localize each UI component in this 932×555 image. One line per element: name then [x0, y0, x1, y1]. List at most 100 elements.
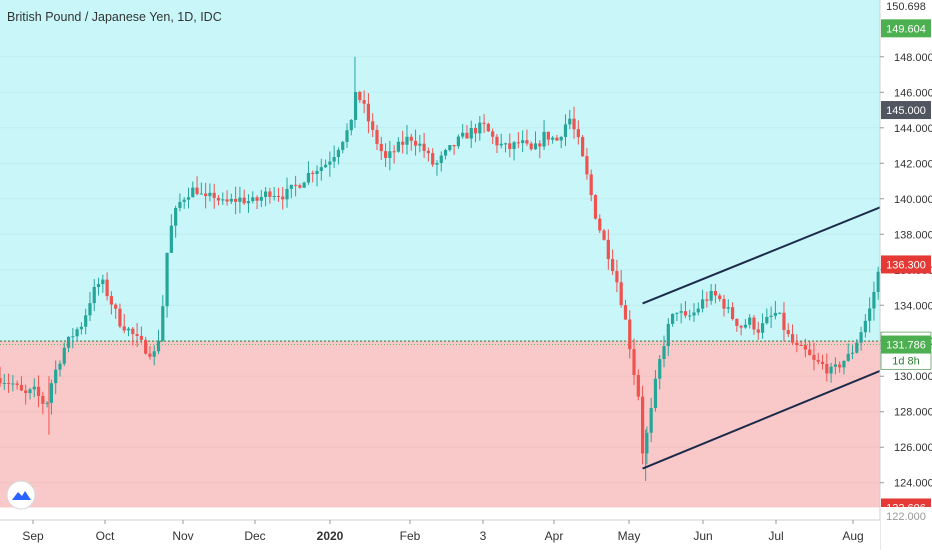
price-tag[interactable]: 136.300	[881, 255, 931, 274]
candle-body	[842, 360, 846, 368]
candle-body	[96, 284, 101, 287]
price-tag-label: 122.000	[886, 511, 926, 523]
candle-body	[328, 161, 332, 165]
price-tag-label: 149.604	[886, 23, 926, 35]
time-tick-label: 3	[480, 529, 487, 543]
candle-body	[54, 369, 58, 384]
price-tag[interactable]: 131.786	[881, 335, 931, 354]
candle-body	[679, 311, 683, 313]
candle-body	[2, 382, 6, 384]
candle-body	[45, 402, 49, 404]
candle-body	[748, 317, 752, 325]
candle-body	[683, 311, 688, 316]
candle-body	[709, 291, 713, 301]
candle-body	[191, 187, 195, 198]
candle-body	[666, 323, 670, 347]
candle-body	[812, 355, 816, 360]
candle-body	[688, 315, 692, 317]
candle-body	[122, 326, 126, 331]
candle-body	[713, 291, 718, 296]
price-tag-bg	[881, 19, 931, 38]
price-tick-label: 148.000	[894, 52, 932, 64]
time-tick-label: 2020	[317, 529, 344, 543]
candle-body	[92, 286, 96, 304]
candle-body	[353, 92, 358, 120]
candle-body	[752, 317, 756, 330]
time-tick-label: May	[618, 529, 641, 543]
candle-body	[478, 122, 482, 134]
candle-body	[718, 295, 722, 300]
candle-body	[156, 340, 161, 352]
time-tick-label: Aug	[842, 529, 863, 543]
candle-body	[272, 195, 276, 197]
price-tag[interactable]: 122.000	[881, 507, 931, 525]
candle-body	[615, 271, 619, 283]
candle-body	[208, 192, 212, 197]
candle-body	[255, 197, 259, 201]
candle-body	[508, 143, 512, 150]
candle-body	[700, 299, 705, 309]
candle-body	[576, 129, 580, 138]
price-tag-bg	[881, 101, 931, 120]
candle-body	[11, 383, 15, 385]
candle-body	[36, 386, 41, 397]
candle-body	[345, 130, 349, 142]
price-tag-bg	[881, 0, 931, 15]
candle-body	[435, 163, 439, 165]
candle-body	[62, 347, 66, 364]
candle-body	[786, 330, 790, 335]
candle-body	[409, 136, 413, 141]
candle-body	[838, 364, 842, 368]
candle-body	[32, 386, 36, 390]
price-tag-label: 150.698	[886, 1, 926, 13]
price-tag[interactable]: 150.698	[881, 0, 931, 15]
candle-body	[118, 308, 122, 327]
candle-body	[225, 199, 229, 202]
candle-body	[242, 197, 246, 204]
candle-body	[486, 123, 490, 132]
price-tag-bg	[881, 507, 931, 525]
candle-body	[598, 218, 602, 231]
candle-body	[503, 143, 508, 145]
price-tag[interactable]: 145.000	[881, 101, 931, 120]
candle-body	[808, 349, 812, 356]
candle-body	[572, 118, 576, 130]
candle-body	[405, 136, 409, 145]
candle-body	[465, 132, 469, 139]
candle-body	[251, 197, 255, 202]
candle-body	[795, 342, 799, 346]
candle-body	[602, 230, 606, 240]
candle-body	[461, 132, 465, 137]
candle-body	[773, 312, 778, 316]
candle-body	[126, 328, 131, 331]
candle-body	[422, 143, 426, 151]
candle-body	[49, 383, 54, 403]
candle-body	[636, 375, 640, 397]
candle-body	[276, 195, 281, 197]
candle-body	[114, 304, 118, 309]
tradingview-logo-icon[interactable]	[6, 480, 36, 510]
candle-body	[246, 201, 251, 204]
candle-body	[538, 143, 542, 147]
candle-body	[396, 141, 401, 152]
candle-body	[735, 318, 739, 326]
candle-body	[803, 345, 807, 350]
candle-body	[58, 363, 62, 370]
candle-body	[182, 199, 186, 202]
time-axis	[0, 520, 880, 550]
candle-body	[675, 312, 679, 314]
candle-body	[174, 207, 178, 226]
time-tick-label: Sep	[22, 529, 44, 543]
candle-body	[730, 307, 735, 319]
candle-body	[782, 312, 786, 331]
price-tag[interactable]: 149.604	[881, 19, 931, 38]
candle-body	[336, 149, 341, 158]
candle-body	[743, 324, 748, 328]
candle-body	[302, 182, 306, 188]
candle-body	[439, 155, 443, 164]
time-tick-label: Apr	[545, 529, 564, 543]
candle-body	[204, 193, 208, 197]
price-tag[interactable]: 1d 8h	[880, 350, 932, 370]
